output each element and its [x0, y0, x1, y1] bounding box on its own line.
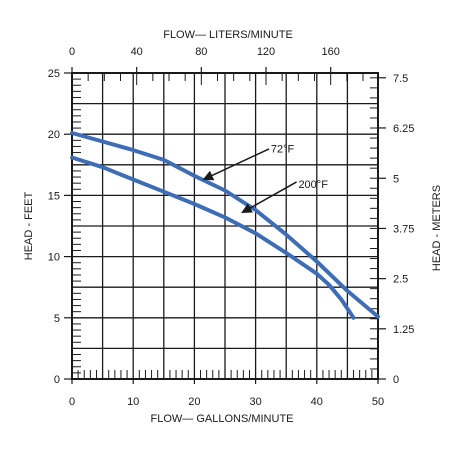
- y-left-tick-label: 25: [48, 68, 60, 80]
- y-left-tick-label: 15: [48, 190, 60, 202]
- series-lines: [70, 131, 380, 320]
- x-bottom-axis-title: FLOW— GALLONS/MINUTE: [150, 413, 293, 425]
- annotation-72f-arrow: [202, 148, 270, 181]
- x-top-tick-label: 80: [195, 46, 207, 58]
- y-right-tick-label: 7.5: [393, 73, 408, 85]
- annotation-200f: 200°F: [298, 179, 328, 191]
- y-right-axis-title: HEAD - METERS: [431, 185, 443, 271]
- y-right-tick-label: 1.25: [393, 324, 414, 336]
- y-left-axis-title: HEAD - FEET: [23, 191, 35, 260]
- x-bottom-tick-label: 10: [127, 396, 139, 408]
- x-bottom-tick-label: 20: [188, 396, 200, 408]
- x-top-tick-label: 40: [131, 46, 143, 58]
- y-left-tick-label: 5: [54, 313, 60, 325]
- annotation-72f: 72°F: [271, 144, 295, 156]
- x-bottom-tick-label: 40: [311, 396, 323, 408]
- y-right-tick-label: 0: [393, 374, 399, 386]
- series-line-72f: [70, 131, 380, 319]
- series-line-200f: [70, 155, 356, 320]
- annotation-200f-arrow: [241, 181, 297, 214]
- y-left-tick-label: 10: [48, 252, 60, 264]
- y-right-tick-label: 6.25: [393, 123, 414, 135]
- minor-ticks: [64, 67, 386, 384]
- x-bottom-tick-label: 50: [372, 396, 384, 408]
- plot-frame: [71, 72, 379, 380]
- x-top-tick-label: 0: [69, 46, 75, 58]
- y-left-tick-label: 0: [54, 374, 60, 386]
- x-bottom-tick-label: 0: [69, 396, 75, 408]
- x-top-axis-title: FLOW— LITERS/MINUTE: [163, 29, 293, 41]
- tick-labels: 0 10 20 30 40 50 0 5 10 15 20 25 0 40 80 120 160 0 1.25 2.5…: [48, 46, 415, 408]
- y-right-tick-label: 5: [393, 173, 399, 185]
- annotations: 72°F 200°F: [202, 144, 328, 214]
- grid: [72, 73, 378, 379]
- x-bottom-tick-label: 30: [249, 396, 261, 408]
- y-right-tick-label: 2.5: [393, 274, 408, 286]
- x-top-tick-label: 160: [322, 46, 340, 58]
- y-left-tick-label: 20: [48, 129, 60, 141]
- x-top-tick-label: 120: [257, 46, 275, 58]
- y-right-tick-label: 3.75: [393, 223, 414, 235]
